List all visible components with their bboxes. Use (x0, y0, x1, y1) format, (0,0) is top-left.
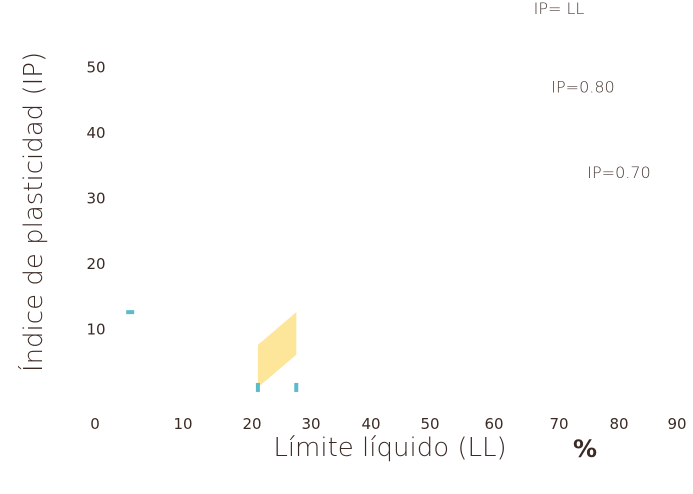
y-tick-label: 40 (86, 124, 105, 142)
annotation-layer: IP= LL IP=0.80 IP=0.70 (534, 0, 651, 182)
y-tick-label: 10 (86, 321, 105, 339)
x-tick-label: 60 (484, 415, 503, 433)
y-axis-ticks: 10 20 30 40 50 (86, 59, 105, 339)
y-tick-label: 20 (86, 255, 105, 273)
x-tick-label: 10 (173, 415, 192, 433)
x-tick-label: 30 (301, 415, 320, 433)
line-annotation: IP=0.70 (587, 163, 650, 182)
line-annotation: IP=0.80 (551, 78, 614, 97)
line-annotation: IP= LL (534, 0, 585, 18)
x-axis-ticks: 0 10 20 30 40 50 60 70 80 90 (90, 415, 686, 433)
x-tick-label: 20 (242, 415, 261, 433)
x-tick-label: 50 (420, 415, 439, 433)
y-tick-label: 50 (86, 59, 105, 77)
x-tick-label: 70 (549, 415, 568, 433)
y-axis-title: Índice de plasticidad (IP) (17, 52, 49, 372)
marker-layer (126, 310, 299, 392)
y-tick-label: 30 (86, 190, 105, 208)
x-axis-title: Límite líquido (LL) (273, 433, 506, 463)
x-tick-label: 40 (361, 415, 380, 433)
cl-ml-region (257, 312, 297, 388)
marker-point (126, 310, 135, 315)
plot-region-layer (257, 312, 297, 388)
marker-point (255, 382, 260, 392)
x-axis-unit: % (573, 435, 597, 463)
marker-point (294, 382, 299, 392)
x-tick-label: 90 (667, 415, 686, 433)
x-tick-label: 80 (609, 415, 628, 433)
x-tick-label: 0 (90, 415, 100, 433)
